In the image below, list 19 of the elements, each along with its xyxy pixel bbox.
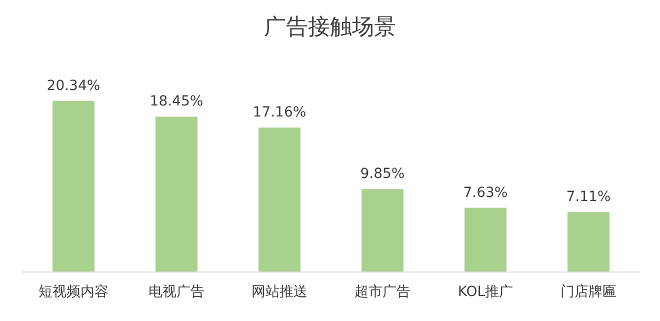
x-tick-label: 网站推送 [252, 284, 308, 300]
data-label: 20.34% [46, 78, 100, 94]
bar [362, 189, 404, 272]
bar [258, 128, 300, 272]
bar [568, 212, 610, 272]
bar [156, 116, 198, 272]
x-tick-label: KOL推广 [458, 284, 514, 300]
data-label: 9.85% [360, 166, 405, 182]
data-label: 7.63% [463, 184, 508, 201]
bar [464, 208, 506, 272]
chart-title: 广告接触场景 [264, 15, 396, 40]
x-tick-label: 短视频内容 [38, 284, 108, 300]
data-label: 7.11% [566, 189, 611, 206]
data-label: 17.16% [252, 104, 306, 121]
x-tick-label: 电视广告 [148, 284, 204, 300]
bar [52, 100, 94, 272]
x-tick-label: 超市广告 [354, 284, 410, 300]
x-tick-label: 门店牌匾 [560, 284, 616, 300]
data-label: 18.45% [150, 94, 204, 110]
